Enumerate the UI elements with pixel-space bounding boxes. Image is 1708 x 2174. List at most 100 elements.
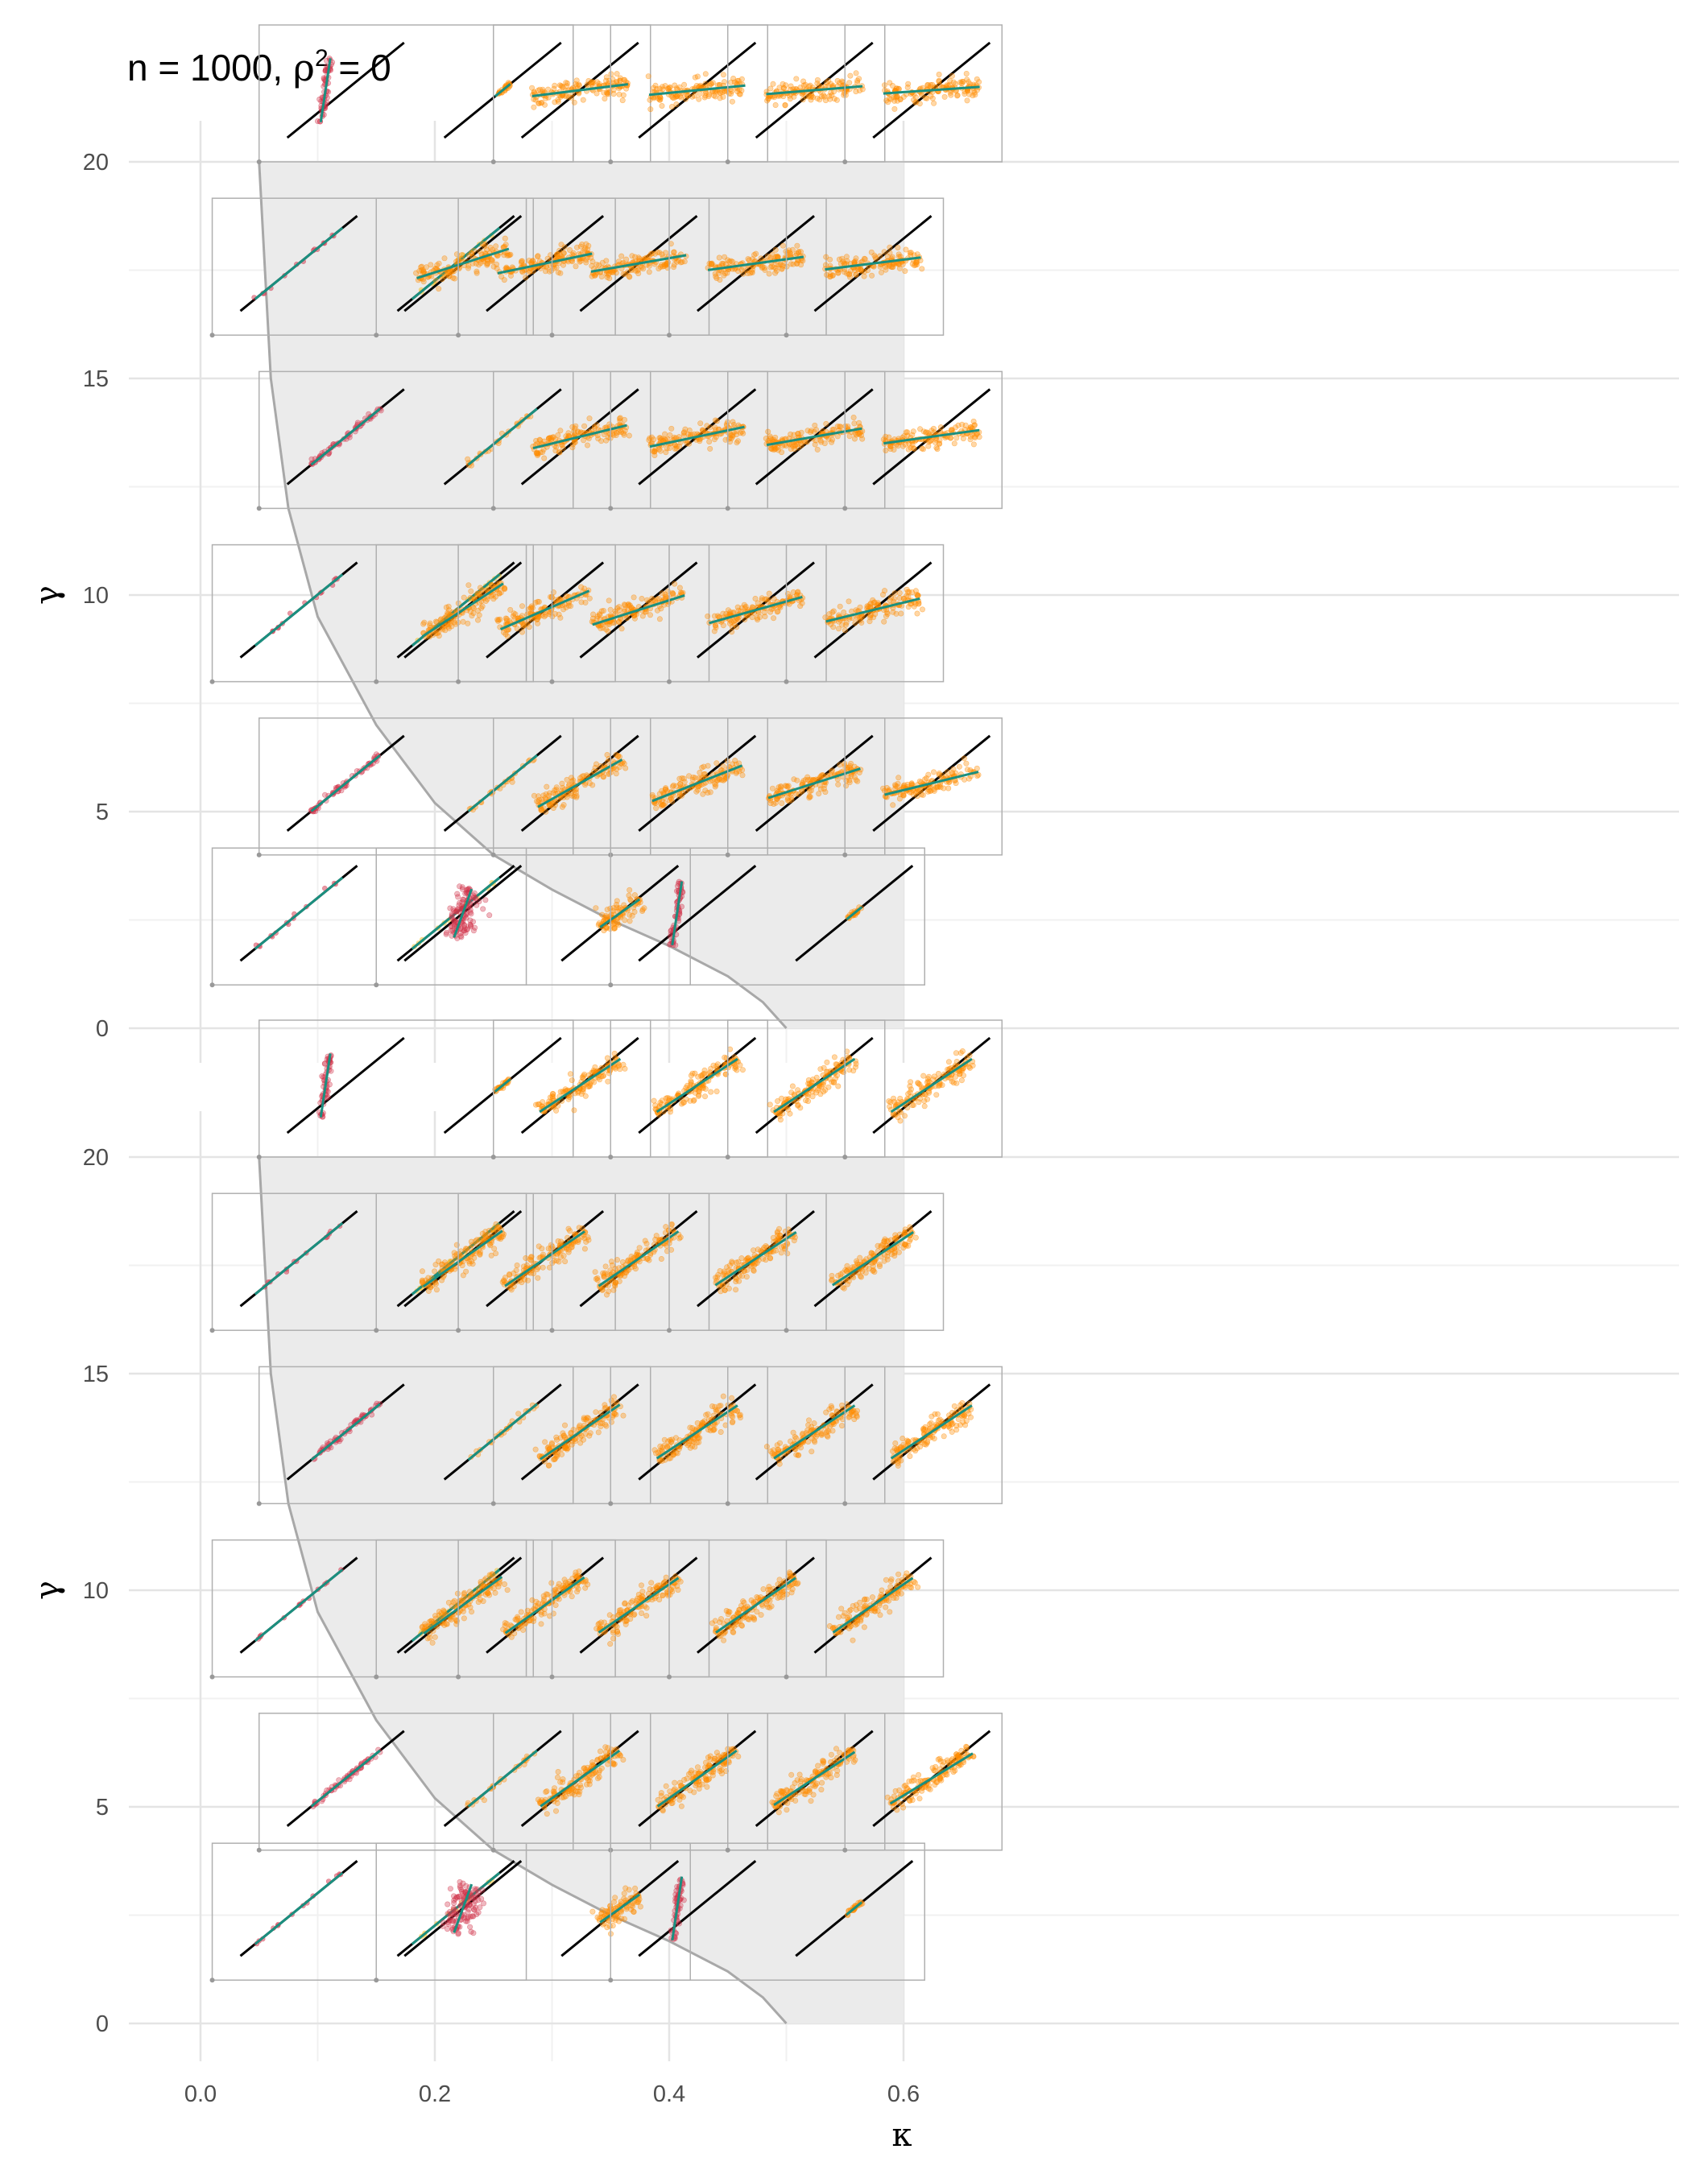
scatter-point bbox=[949, 72, 955, 79]
scatter-point bbox=[809, 1077, 816, 1083]
scatter-point bbox=[572, 787, 578, 793]
scatter-point bbox=[449, 1259, 455, 1265]
scatter-point bbox=[493, 1221, 499, 1227]
scatter-point bbox=[841, 92, 847, 98]
scatter-point bbox=[621, 760, 627, 767]
scatter-point bbox=[570, 428, 577, 435]
inset-top-0 bbox=[256, 24, 574, 164]
scatter-point bbox=[786, 247, 792, 254]
scatter-point bbox=[807, 82, 813, 89]
scatter-point bbox=[767, 1101, 773, 1108]
scatter-point bbox=[646, 262, 652, 269]
scatter-point bbox=[662, 431, 668, 437]
scatter-point bbox=[861, 273, 867, 279]
scatter-point bbox=[833, 97, 840, 103]
scatter-point bbox=[711, 93, 718, 99]
scatter-point bbox=[573, 792, 580, 799]
scatter-point bbox=[883, 784, 890, 791]
scatter-point bbox=[457, 883, 463, 890]
inset-anchor bbox=[456, 333, 461, 338]
scatter-point bbox=[567, 1071, 573, 1077]
scatter-point bbox=[850, 414, 857, 420]
scatter-point bbox=[793, 76, 800, 82]
scatter-point bbox=[465, 582, 472, 589]
scatter-point bbox=[672, 581, 678, 587]
scatter-point bbox=[535, 1101, 541, 1108]
scatter-point bbox=[590, 611, 597, 618]
scatter-point bbox=[552, 799, 558, 805]
scatter-point bbox=[627, 918, 633, 924]
scatter-point bbox=[647, 97, 653, 103]
scatter-point bbox=[908, 250, 914, 256]
scatter-point bbox=[901, 596, 908, 602]
scatter-point bbox=[908, 781, 915, 787]
scatter-point bbox=[682, 96, 689, 102]
scatter-point bbox=[665, 86, 672, 93]
scatter-point bbox=[776, 85, 783, 91]
scatter-point bbox=[627, 887, 633, 893]
scatter-point bbox=[837, 762, 843, 768]
scatter-point bbox=[721, 272, 727, 279]
scatter-point bbox=[920, 446, 927, 453]
scatter-point bbox=[507, 272, 514, 279]
inset-subplot bbox=[638, 41, 757, 139]
scatter-point bbox=[321, 1060, 328, 1067]
scatter-point bbox=[645, 73, 651, 80]
inset-subplot bbox=[520, 41, 639, 139]
scatter-point bbox=[612, 610, 618, 617]
scatter-point bbox=[917, 426, 924, 432]
scatter-point bbox=[766, 590, 772, 597]
scatter-point bbox=[936, 72, 942, 78]
scatter-point bbox=[314, 118, 321, 125]
inset-anchor bbox=[374, 679, 379, 684]
scatter-point bbox=[769, 785, 775, 791]
scatter-point bbox=[702, 71, 709, 77]
scatter-point bbox=[573, 263, 579, 270]
scatter-point bbox=[432, 277, 439, 283]
scatter-point bbox=[463, 915, 469, 921]
scatter-point bbox=[463, 890, 469, 896]
scatter-point bbox=[897, 1118, 904, 1124]
scatter-point bbox=[607, 606, 614, 613]
scatter-point bbox=[622, 917, 628, 924]
scatter-point bbox=[788, 446, 794, 453]
inset-anchor bbox=[549, 333, 555, 338]
scatter-point bbox=[954, 92, 961, 98]
scatter-point bbox=[646, 599, 652, 605]
scatter-point bbox=[544, 255, 551, 262]
scatter-point bbox=[720, 93, 726, 100]
scatter-point bbox=[908, 1079, 914, 1085]
scatter-point bbox=[670, 782, 676, 788]
scatter-point bbox=[788, 431, 794, 437]
scatter-point bbox=[770, 81, 776, 87]
scatter-point bbox=[523, 1255, 529, 1262]
scatter-point bbox=[649, 250, 655, 257]
scatter-point bbox=[740, 271, 746, 277]
scatter-point bbox=[705, 613, 711, 619]
scatter-point bbox=[716, 254, 722, 261]
scatter-point bbox=[762, 267, 768, 273]
scatter-point bbox=[664, 1095, 671, 1101]
scatter-point bbox=[915, 1080, 921, 1086]
scatter-point bbox=[704, 423, 710, 429]
scatter-point bbox=[480, 906, 486, 912]
scatter-point bbox=[532, 97, 539, 103]
scatter-point bbox=[480, 258, 486, 265]
scatter-point bbox=[605, 1078, 611, 1085]
scatter-point bbox=[959, 1048, 966, 1055]
scatter-point bbox=[697, 420, 704, 427]
scatter-point bbox=[809, 1093, 816, 1100]
scatter-point bbox=[958, 1077, 965, 1084]
scatter-point bbox=[925, 1078, 932, 1085]
scatter-point bbox=[805, 776, 812, 783]
inset-top-1 bbox=[490, 24, 651, 164]
scatter-point bbox=[593, 905, 599, 911]
inset-anchor bbox=[490, 506, 496, 511]
scatter-point bbox=[895, 244, 901, 250]
scatter-point bbox=[519, 629, 525, 635]
scatter-point bbox=[536, 100, 542, 106]
scatter-point bbox=[667, 84, 673, 90]
scatter-point bbox=[519, 603, 525, 610]
scatter-point bbox=[602, 96, 608, 102]
inset-anchor bbox=[209, 679, 215, 684]
